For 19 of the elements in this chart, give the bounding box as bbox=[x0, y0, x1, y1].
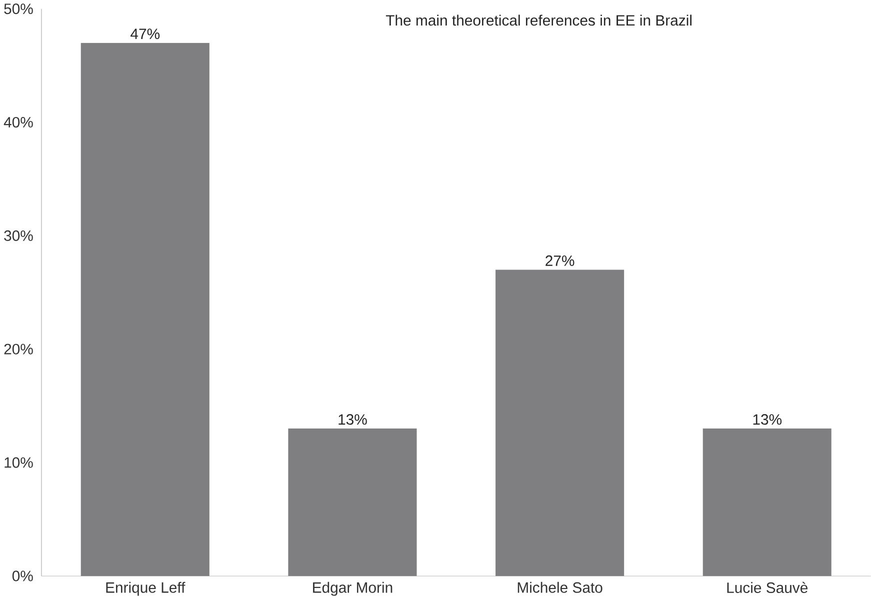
y-tick-label: 30% bbox=[4, 230, 33, 241]
bar bbox=[702, 428, 832, 576]
bar bbox=[496, 270, 624, 576]
y-tick-label: 20% bbox=[4, 344, 33, 354]
y-tick-label: 0% bbox=[12, 570, 33, 582]
x-tick-label: Edgar Morin bbox=[313, 582, 392, 596]
x-tick-label: Michele Sato bbox=[518, 582, 602, 593]
chart-title: The main theoretical references in EE in Brazil bbox=[386, 14, 692, 26]
y-tick-label: 40% bbox=[4, 116, 33, 128]
data-label: 13% bbox=[753, 414, 782, 425]
bar bbox=[288, 428, 417, 576]
data-label: 27% bbox=[546, 255, 574, 266]
data-label: 13% bbox=[338, 414, 367, 425]
data-label: 47% bbox=[130, 28, 160, 39]
x-tick-label: Lucie Sauvè bbox=[727, 582, 808, 593]
x-tick-label: Enrique Leff bbox=[106, 582, 186, 596]
y-tick-label: 10% bbox=[4, 457, 33, 468]
bar bbox=[80, 42, 210, 576]
y-tick-label: 50% bbox=[4, 3, 33, 14]
